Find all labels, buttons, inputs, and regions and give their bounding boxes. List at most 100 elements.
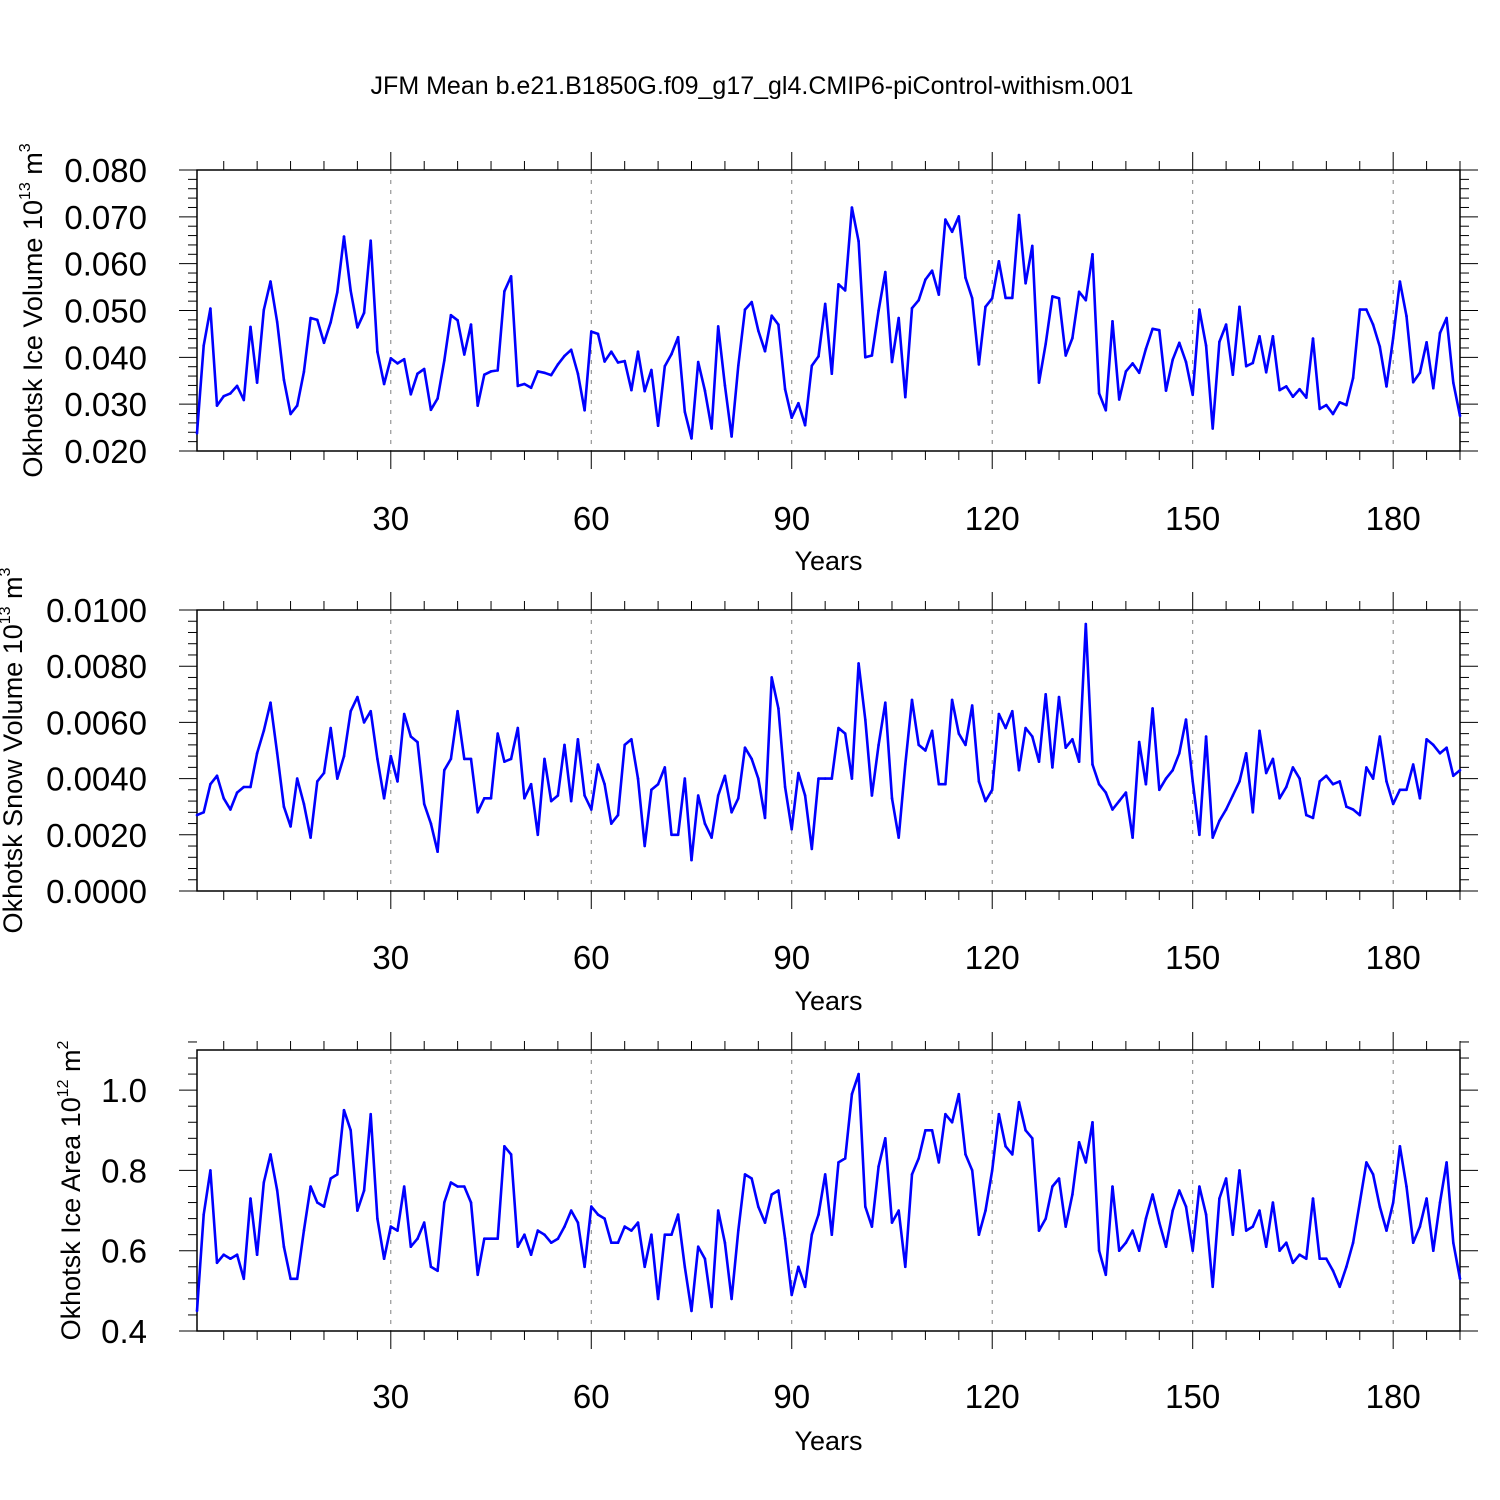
chart-1-point-27 bbox=[369, 709, 373, 713]
chart-1-point-139 bbox=[1117, 799, 1121, 803]
chart-1-point-159 bbox=[1251, 811, 1255, 814]
chart-2-point-36 bbox=[429, 1265, 433, 1269]
chart-1-point-119 bbox=[984, 799, 987, 803]
chart-1-point-93 bbox=[810, 847, 814, 851]
chart-0-point-164 bbox=[1285, 385, 1288, 388]
chart-2-point-29 bbox=[382, 1257, 386, 1260]
chart-2-point-86 bbox=[763, 1221, 767, 1224]
chart-0-point-156 bbox=[1231, 373, 1235, 377]
chart-2-point-35 bbox=[422, 1221, 426, 1224]
chart-0-point-35 bbox=[422, 367, 426, 371]
chart-0-point-101 bbox=[864, 356, 867, 359]
chart-1-point-66 bbox=[630, 738, 633, 741]
chart-1-point-73 bbox=[676, 833, 680, 837]
chart-1-point-126 bbox=[1031, 735, 1034, 738]
chart-2-point-164 bbox=[1285, 1241, 1288, 1244]
chart-1-point-19 bbox=[316, 780, 319, 783]
chart-0-point-52 bbox=[536, 370, 540, 373]
chart-1-point-152 bbox=[1204, 735, 1208, 738]
chart-0-point-123 bbox=[1011, 296, 1014, 300]
chart-0-point-160 bbox=[1258, 335, 1261, 338]
chart-0-point-163 bbox=[1278, 388, 1281, 392]
chart-1-ytick-label: 0.0000 bbox=[46, 873, 147, 910]
chart-1-point-3 bbox=[209, 782, 212, 786]
chart-2-point-77 bbox=[703, 1257, 707, 1260]
chart-0-point-76 bbox=[696, 360, 700, 364]
chart-1-point-45 bbox=[489, 797, 493, 800]
chart-1-point-40 bbox=[456, 709, 459, 713]
chart-2-point-152 bbox=[1204, 1213, 1208, 1216]
chart-1-point-146 bbox=[1164, 777, 1168, 780]
chart-1-point-69 bbox=[650, 788, 653, 792]
chart-1-point-111 bbox=[930, 729, 934, 733]
chart-0-point-106 bbox=[897, 316, 900, 320]
chart-2-point-67 bbox=[636, 1221, 640, 1224]
chart-2-point-177 bbox=[1371, 1173, 1375, 1176]
chart-2-point-1 bbox=[195, 1309, 199, 1313]
chart-2-point-187 bbox=[1438, 1201, 1442, 1204]
chart-1-point-160 bbox=[1258, 729, 1261, 733]
chart-2-point-171 bbox=[1331, 1269, 1335, 1273]
chart-1-point-49 bbox=[516, 726, 520, 730]
chart-0-point-187 bbox=[1438, 331, 1442, 335]
chart-1-point-186 bbox=[1432, 743, 1435, 747]
chart-0-point-148 bbox=[1178, 341, 1181, 345]
chart-0-point-154 bbox=[1218, 340, 1221, 344]
chart-1-point-17 bbox=[302, 802, 306, 806]
chart-1-ytick-label: 0.0100 bbox=[46, 592, 147, 629]
chart-1-frame bbox=[196, 609, 1461, 892]
chart-1-ytick-label: 0.0020 bbox=[46, 817, 147, 854]
chart-0-point-83 bbox=[743, 308, 747, 311]
chart-0-point-113 bbox=[944, 218, 947, 221]
chart-2-point-158 bbox=[1244, 1229, 1248, 1232]
chart-2-point-122 bbox=[1004, 1145, 1007, 1148]
chart-0-point-20 bbox=[322, 341, 326, 345]
chart-0-point-108 bbox=[910, 306, 914, 310]
chart-2-point-79 bbox=[716, 1209, 720, 1212]
chart-0-ytick-label: 0.040 bbox=[64, 339, 147, 376]
chart-0-point-33 bbox=[409, 393, 413, 396]
chart-0-point-110 bbox=[924, 278, 927, 281]
chart-2-point-83 bbox=[743, 1173, 747, 1176]
chart-2-point-189 bbox=[1452, 1241, 1455, 1244]
chart-0-point-115 bbox=[957, 215, 961, 218]
chart-2-point-15 bbox=[289, 1277, 292, 1281]
chart-0-point-179 bbox=[1385, 385, 1388, 388]
chart-1-point-87 bbox=[770, 676, 773, 679]
chart-0-point-29 bbox=[382, 382, 386, 386]
chart-2-point-2 bbox=[202, 1213, 205, 1216]
chart-0-ylabel-main: Okhotsk Ice Volume 10 bbox=[18, 200, 48, 478]
chart-0-point-64 bbox=[616, 361, 620, 364]
chart-0-point-161 bbox=[1264, 371, 1268, 374]
chart-1-point-104 bbox=[884, 701, 887, 704]
chart-2-point-115 bbox=[957, 1092, 961, 1096]
chart-0-point-18 bbox=[309, 316, 312, 320]
chart-0-point-174 bbox=[1351, 376, 1355, 380]
chart-1-point-105 bbox=[890, 797, 894, 800]
chart-0-point-183 bbox=[1411, 380, 1415, 384]
chart-1-point-183 bbox=[1411, 763, 1415, 766]
chart-1-point-96 bbox=[830, 777, 834, 780]
chart-0-point-85 bbox=[757, 329, 760, 332]
chart-2-point-52 bbox=[536, 1229, 540, 1232]
chart-1-point-76 bbox=[696, 794, 700, 797]
chart-2-point-63 bbox=[610, 1241, 613, 1244]
chart-1-point-128 bbox=[1044, 693, 1047, 696]
chart-1-point-178 bbox=[1378, 735, 1382, 738]
chart-2-point-144 bbox=[1151, 1193, 1154, 1196]
chart-0-point-158 bbox=[1244, 364, 1248, 368]
chart-0-point-78 bbox=[710, 427, 713, 430]
chart-0-point-77 bbox=[703, 389, 707, 392]
chart-2-point-37 bbox=[436, 1269, 439, 1273]
chart-0-point-49 bbox=[516, 384, 520, 388]
chart-0-point-5 bbox=[222, 394, 225, 398]
chart-1-point-13 bbox=[275, 752, 279, 755]
chart-0-point-26 bbox=[362, 311, 366, 315]
chart-2-point-130 bbox=[1057, 1177, 1061, 1180]
chart-1-point-24 bbox=[349, 709, 353, 713]
chart-0-point-36 bbox=[429, 408, 433, 412]
chart-0-point-68 bbox=[643, 389, 646, 393]
chart-2-point-70 bbox=[656, 1297, 660, 1301]
chart-2-point-75 bbox=[690, 1309, 693, 1313]
chart-1-point-180 bbox=[1391, 802, 1395, 806]
